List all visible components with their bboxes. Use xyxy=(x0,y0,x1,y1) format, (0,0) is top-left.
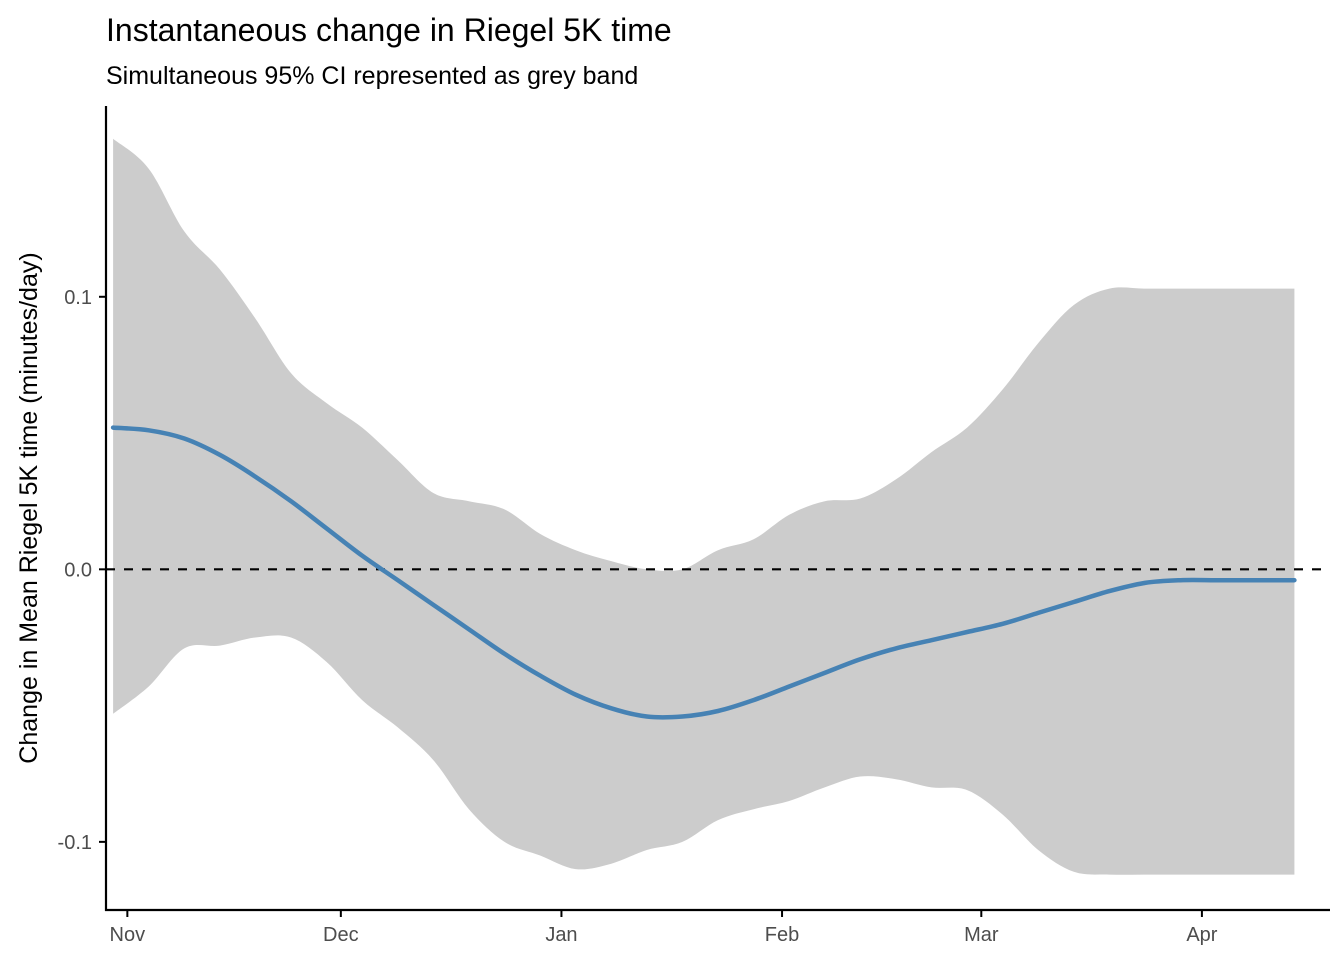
x-tick-label: Apr xyxy=(1186,924,1217,946)
y-tick-label: 0.1 xyxy=(64,287,92,309)
y-tick-label: -0.1 xyxy=(58,832,92,854)
x-tick-label: Feb xyxy=(765,924,799,946)
plot-area xyxy=(106,138,1330,875)
x-tick-label: Jan xyxy=(545,924,577,946)
estimate-line xyxy=(110,425,1297,720)
chart-title: Instantaneous change in Riegel 5K time xyxy=(106,12,672,48)
confidence-band xyxy=(113,138,1295,875)
x-tick-label: Nov xyxy=(110,924,146,946)
x-tick-label: Dec xyxy=(323,924,359,946)
axis-ticks: Nov Dec Jan Feb Mar Apr 0.1 0.0 -0.1 xyxy=(58,287,1218,946)
chart-subtitle: Simultaneous 95% CI represented as grey … xyxy=(106,62,638,90)
y-tick-label: 0.0 xyxy=(64,559,92,581)
x-tick-label: Mar xyxy=(964,924,999,946)
y-axis-label: Change in Mean Riegel 5K time (minutes/d… xyxy=(15,252,43,763)
